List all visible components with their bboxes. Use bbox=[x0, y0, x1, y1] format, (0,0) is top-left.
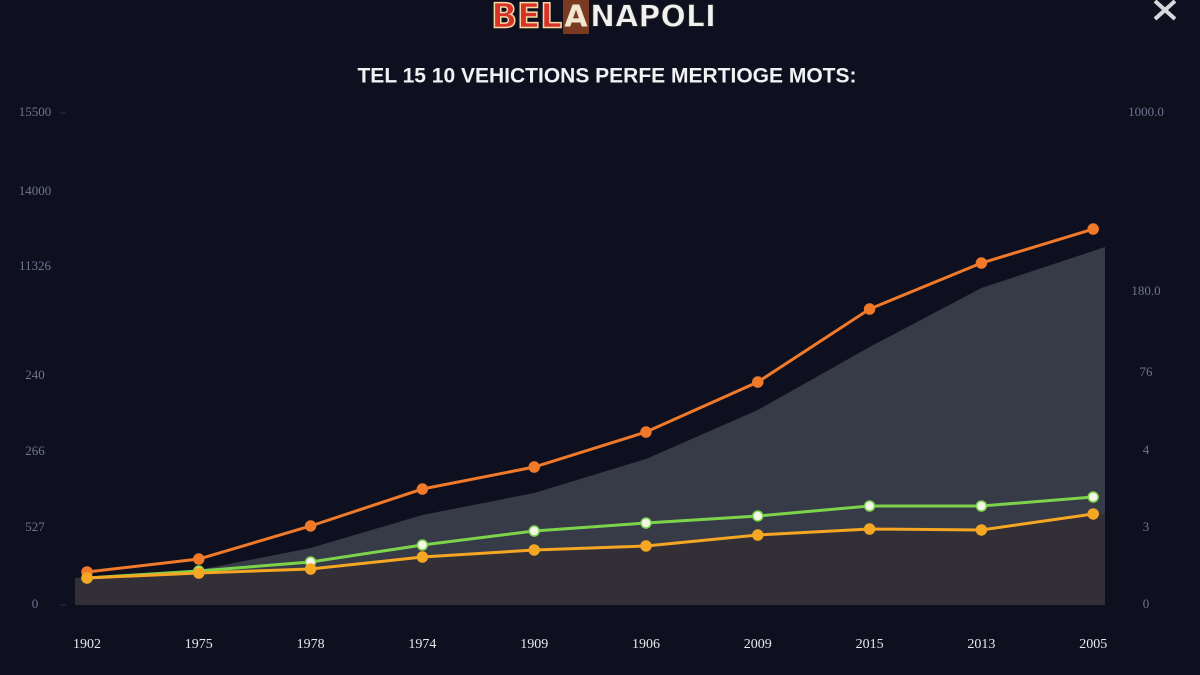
line bbox=[86, 227, 1094, 574]
point bbox=[640, 517, 652, 529]
area bbox=[75, 247, 1105, 605]
x-tick-label: 1978 bbox=[297, 637, 325, 652]
point bbox=[752, 510, 764, 522]
logo-right: NAPOLI bbox=[590, 0, 716, 35]
x-tick-label: 2013 bbox=[967, 637, 995, 652]
point bbox=[304, 563, 317, 575]
line bbox=[86, 512, 1094, 580]
x-tick-label: 2005 bbox=[1079, 637, 1107, 652]
point bbox=[304, 520, 317, 532]
logo-middle: A bbox=[564, 0, 588, 35]
point bbox=[1087, 223, 1099, 235]
y-tick-label: 0 bbox=[32, 596, 39, 611]
point bbox=[752, 376, 764, 388]
point bbox=[1087, 508, 1099, 520]
y2-axis-label: 3 bbox=[1143, 519, 1150, 534]
point bbox=[193, 567, 205, 579]
y-axis-label: 527 bbox=[25, 519, 45, 534]
logo-box bbox=[563, 0, 589, 34]
y2-axis-label: 180.0 bbox=[1131, 283, 1160, 298]
point bbox=[193, 553, 205, 565]
point bbox=[640, 426, 652, 438]
y2-axis-label: 0 bbox=[1143, 596, 1150, 611]
point bbox=[975, 257, 988, 269]
y-tick-label: 15500 bbox=[19, 104, 52, 119]
x-tick-label: 1909 bbox=[520, 637, 548, 652]
x-tick-label: 2009 bbox=[744, 637, 772, 652]
logo: BEL A NAPOLI bbox=[490, 0, 717, 37]
y-axis-label: 266 bbox=[25, 443, 45, 458]
x-tick-label: 1906 bbox=[632, 637, 660, 652]
point bbox=[528, 544, 540, 556]
area bbox=[75, 513, 1105, 605]
point bbox=[416, 483, 429, 495]
logo-left: BEL bbox=[491, 0, 562, 37]
y2-axis-label: 4 bbox=[1143, 442, 1150, 457]
y2-axis-label: 1000.0 bbox=[1128, 104, 1164, 119]
point bbox=[975, 500, 988, 512]
point bbox=[863, 500, 876, 512]
point bbox=[416, 551, 429, 563]
x-tick-label: 2015 bbox=[856, 637, 884, 652]
chart-title: TEL 15 10 VEHICTIONS PERFE MERTIOGE MOTS… bbox=[357, 65, 856, 88]
point bbox=[752, 529, 764, 541]
point bbox=[528, 461, 540, 473]
line bbox=[86, 495, 1094, 580]
x-tick-label: 1902 bbox=[73, 637, 101, 652]
point bbox=[863, 523, 876, 535]
point bbox=[640, 540, 652, 552]
point bbox=[416, 539, 429, 551]
point bbox=[81, 572, 93, 584]
y-axis-label: 240 bbox=[25, 367, 45, 382]
point bbox=[528, 525, 540, 537]
close-icon[interactable] bbox=[1153, 0, 1177, 21]
y-axis-label: 11326 bbox=[19, 258, 52, 273]
close-button[interactable] bbox=[1153, 0, 1177, 21]
point bbox=[1087, 491, 1099, 503]
y2-axis-label: 76 bbox=[1140, 364, 1154, 379]
y-axis-label: 14000 bbox=[19, 183, 52, 198]
point bbox=[975, 524, 988, 536]
x-tick-label: 1975 bbox=[185, 637, 213, 652]
point bbox=[863, 303, 876, 315]
x-tick-label: 1974 bbox=[408, 637, 436, 652]
